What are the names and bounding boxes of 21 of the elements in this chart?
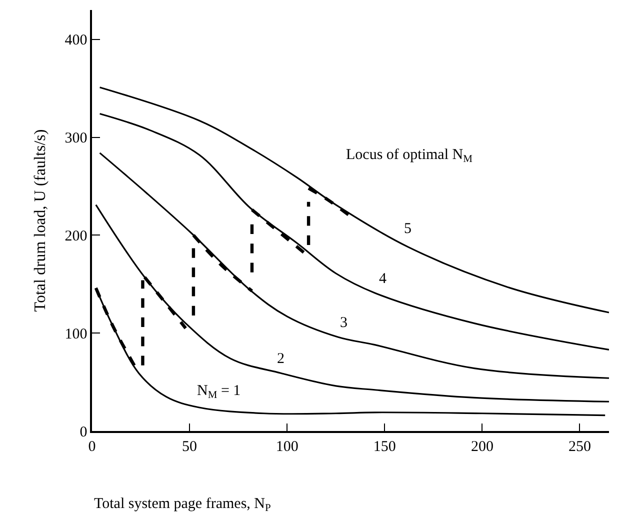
y-tick-label: 200: [64, 228, 88, 244]
line-series: [99, 86, 609, 314]
x-tick-label: 250: [568, 438, 591, 455]
series-label: 3: [340, 315, 348, 331]
series-label: 4: [379, 271, 387, 287]
x-tick-label: 200: [470, 438, 494, 455]
x-axis-title: Total system page frames, N$_{P}$: [94, 496, 271, 514]
y-tick-label: 100: [64, 326, 88, 342]
y-tick-label: 0: [80, 424, 88, 440]
x-tick-label: 100: [276, 438, 298, 455]
series-label: 2: [277, 351, 284, 367]
y-tick-label: 400: [64, 32, 88, 49]
y-axis-title: Total drum load, U (faults/s): [32, 129, 50, 312]
series-label: 5: [404, 221, 412, 237]
y-tick-label: 300: [64, 130, 88, 147]
series-label: N$_{M}$ = 1: [197, 383, 241, 402]
line-series: [95, 204, 609, 402]
text: Locus of optimal N$_{M}$: [346, 147, 474, 166]
line-series: [99, 112, 609, 351]
x-tick-label: 150: [373, 438, 396, 455]
x-tick-label: 50: [182, 438, 198, 455]
